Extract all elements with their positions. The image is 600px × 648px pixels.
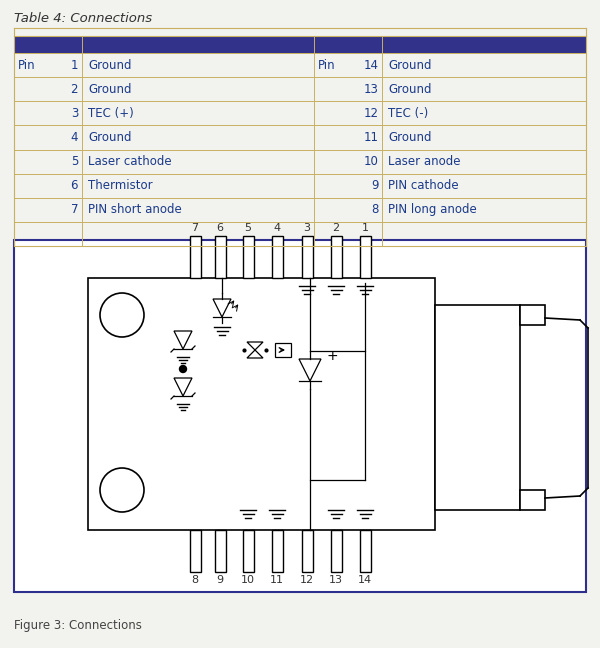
Text: 3: 3 — [304, 223, 311, 233]
Text: PIN short anode: PIN short anode — [88, 203, 182, 216]
Text: 7: 7 — [191, 223, 199, 233]
Text: 8: 8 — [371, 203, 379, 216]
Text: Pin: Pin — [319, 58, 336, 71]
Bar — [215, 236, 226, 278]
Bar — [331, 530, 341, 572]
Text: 11: 11 — [364, 131, 379, 144]
Text: 14: 14 — [358, 575, 372, 585]
Text: 6: 6 — [71, 179, 78, 192]
Text: 10: 10 — [364, 155, 379, 168]
Bar — [275, 343, 291, 357]
Text: 14: 14 — [364, 58, 379, 71]
Circle shape — [179, 365, 187, 373]
Text: PIN cathode: PIN cathode — [388, 179, 459, 192]
Bar — [271, 530, 283, 572]
Text: Table 4: Connections: Table 4: Connections — [14, 12, 152, 25]
Bar — [271, 236, 283, 278]
Text: 1: 1 — [361, 223, 368, 233]
Text: Ground: Ground — [88, 58, 131, 71]
Text: 8: 8 — [191, 575, 199, 585]
Text: 12: 12 — [300, 575, 314, 585]
Bar — [242, 236, 254, 278]
Text: 4: 4 — [274, 223, 281, 233]
Bar — [302, 530, 313, 572]
Text: Figure 3: Connections: Figure 3: Connections — [14, 619, 142, 632]
Text: +: + — [326, 349, 338, 363]
Bar — [331, 236, 341, 278]
Text: Laser cathode: Laser cathode — [88, 155, 172, 168]
Text: 10: 10 — [241, 575, 255, 585]
Text: 13: 13 — [329, 575, 343, 585]
Text: 13: 13 — [364, 83, 379, 96]
Text: 3: 3 — [71, 107, 78, 120]
Text: 1: 1 — [71, 58, 78, 71]
Circle shape — [100, 293, 144, 337]
Bar — [242, 530, 254, 572]
Bar — [520, 490, 545, 510]
Text: PIN long anode: PIN long anode — [388, 203, 477, 216]
Text: 5: 5 — [71, 155, 78, 168]
Bar — [520, 305, 545, 325]
Bar — [359, 530, 371, 572]
Text: TEC (-): TEC (-) — [388, 107, 428, 120]
Bar — [88, 278, 435, 530]
Bar — [359, 236, 371, 278]
Text: 9: 9 — [217, 575, 224, 585]
Bar — [215, 530, 226, 572]
Bar — [302, 236, 313, 278]
Text: 12: 12 — [364, 107, 379, 120]
Text: Ground: Ground — [388, 131, 432, 144]
Text: 2: 2 — [332, 223, 340, 233]
Bar — [190, 530, 200, 572]
Bar — [435, 305, 520, 510]
Text: 4: 4 — [71, 131, 78, 144]
Text: 2: 2 — [71, 83, 78, 96]
Text: 11: 11 — [270, 575, 284, 585]
Text: TEC (+): TEC (+) — [88, 107, 134, 120]
Circle shape — [100, 468, 144, 512]
Text: 9: 9 — [371, 179, 379, 192]
Text: Ground: Ground — [88, 83, 131, 96]
Bar — [14, 36, 586, 53]
Text: 6: 6 — [217, 223, 223, 233]
Text: Pin: Pin — [18, 58, 35, 71]
Bar — [14, 240, 586, 592]
Text: Ground: Ground — [388, 58, 432, 71]
Text: 7: 7 — [71, 203, 78, 216]
Text: Ground: Ground — [88, 131, 131, 144]
Text: 5: 5 — [245, 223, 251, 233]
Bar — [190, 236, 200, 278]
Text: Thermistor: Thermistor — [88, 179, 152, 192]
Text: Ground: Ground — [388, 83, 432, 96]
Text: Laser anode: Laser anode — [388, 155, 461, 168]
